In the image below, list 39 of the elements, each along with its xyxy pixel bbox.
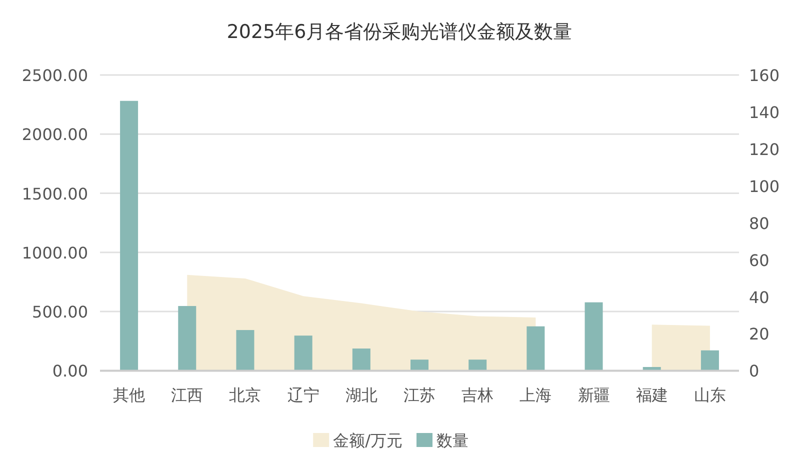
x-tick-label: 湖北 [345, 386, 378, 405]
x-tick-label: 江西 [171, 386, 204, 405]
bar [526, 326, 545, 371]
y2-tick-label: 120 [749, 140, 780, 159]
y2-tick-label: 160 [749, 66, 780, 85]
x-tick-label: 新疆 [578, 386, 610, 405]
y2-tick-label: 20 [749, 324, 770, 344]
y-tick-label: 2500.00 [22, 66, 88, 85]
x-tick-label: 辽宁 [287, 386, 320, 405]
y2-tick-label: 140 [749, 102, 780, 122]
y2-tick-label: 40 [749, 288, 770, 307]
bar [584, 302, 603, 371]
x-tick-label: 上海 [520, 386, 552, 405]
y-tick-label: 500.00 [32, 302, 88, 322]
bar [352, 348, 370, 371]
y-tick-label: 1500.00 [22, 184, 88, 204]
y2-tick-label: 100 [749, 176, 780, 196]
bar [468, 360, 487, 371]
y-tick-label: 0.00 [52, 362, 88, 381]
bar [236, 330, 254, 371]
x-tick-label: 山东 [694, 386, 726, 405]
x-tick-label: 其他 [113, 386, 146, 405]
bar [120, 100, 138, 371]
bar [294, 336, 312, 371]
x-tick-label: 北京 [229, 386, 262, 405]
x-tick-label: 吉林 [462, 386, 494, 405]
y2-tick-label: 0 [749, 362, 760, 381]
y-tick-label: 2000.00 [22, 125, 88, 144]
x-tick-label: 福建 [636, 386, 668, 405]
y2-tick-label: 60 [749, 250, 770, 270]
legend-label: 数量 [436, 431, 468, 450]
y2-tick-label: 80 [749, 214, 770, 233]
y-tick-label: 1000.00 [22, 243, 88, 262]
bar [700, 350, 719, 371]
legend-label: 金额/万元 [333, 431, 402, 450]
chart-title: 2025年6月各省份采购光谱仪金额及数量 [226, 21, 572, 43]
x-tick-label: 江苏 [404, 386, 436, 405]
bar [178, 306, 196, 371]
bar [410, 360, 428, 371]
